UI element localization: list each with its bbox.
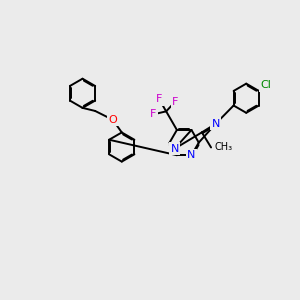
Text: N: N [170,144,179,154]
Text: O: O [109,115,117,125]
Text: Cl: Cl [260,80,271,90]
Text: F: F [156,94,162,104]
Text: F: F [150,110,157,119]
Text: N: N [212,119,220,129]
Text: F: F [172,97,178,107]
Text: N: N [187,150,196,160]
Text: CH₃: CH₃ [214,142,233,152]
